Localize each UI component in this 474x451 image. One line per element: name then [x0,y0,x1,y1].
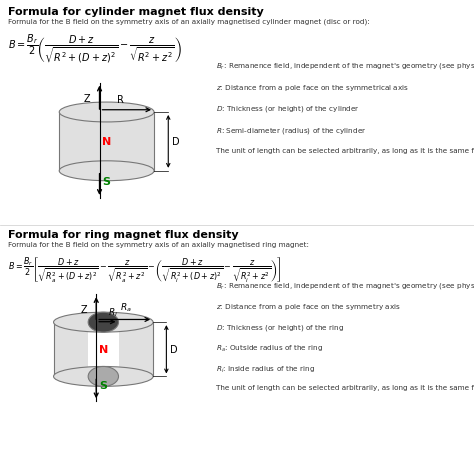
Text: $z$: Distance from a pole face on the symmetry axis: $z$: Distance from a pole face on the sy… [216,301,401,311]
Text: D: D [172,137,180,147]
Text: $B_r$: Remanence field, independent of the magnet's geometry (see physical magne: $B_r$: Remanence field, independent of t… [216,61,474,71]
Ellipse shape [88,367,118,387]
Text: S: S [100,381,107,391]
Text: $R$: Semi-diameter (radius) of the cylinder: $R$: Semi-diameter (radius) of the cylin… [216,126,366,136]
Ellipse shape [59,103,154,123]
Polygon shape [88,322,118,377]
Text: Z: Z [83,94,90,104]
Ellipse shape [59,161,154,181]
Text: $R_a$: Outside radius of the ring: $R_a$: Outside radius of the ring [216,343,323,353]
Text: Z: Z [81,304,88,314]
Text: Formula for ring magnet flux density: Formula for ring magnet flux density [8,229,239,239]
Text: N: N [102,137,111,147]
Text: $z$: Distance from a pole face on the symmetrical axis: $z$: Distance from a pole face on the sy… [216,83,409,92]
Ellipse shape [88,313,118,332]
Text: $B_r$: Remanence field, independent of the magnet's geometry (see physical magne: $B_r$: Remanence field, independent of t… [216,281,474,290]
Text: Formula for the B field on the symmetry axis of an axially magnetised cylinder m: Formula for the B field on the symmetry … [8,19,370,25]
Text: $D$: Thickness (or height) of the cylinder: $D$: Thickness (or height) of the cylind… [216,104,359,114]
Ellipse shape [54,313,153,332]
Text: The unit of length can be selected arbitrarily, as long as it is the same for al: The unit of length can be selected arbit… [216,147,474,153]
Polygon shape [59,113,154,171]
Text: N: N [99,345,108,354]
Ellipse shape [54,367,153,387]
Text: R: R [118,95,124,105]
Text: $R_a$: $R_a$ [120,301,132,313]
Text: $R_i$: $R_i$ [108,305,118,318]
Text: $D$: Thickness (or height) of the ring: $D$: Thickness (or height) of the ring [216,322,344,332]
Polygon shape [54,322,153,377]
Text: $B = \dfrac{B_r}{2}\left[\dfrac{D+z}{\sqrt{R_a^2+(D+z)^2}} - \dfrac{z}{\sqrt{R_a: $B = \dfrac{B_r}{2}\left[\dfrac{D+z}{\sq… [8,255,282,284]
Text: $B = \dfrac{B_r}{2}\left(\dfrac{D+z}{\sqrt{R^2+(D+z)^2}} - \dfrac{z}{\sqrt{R^2+z: $B = \dfrac{B_r}{2}\left(\dfrac{D+z}{\sq… [8,32,182,64]
Text: The unit of length can be selected arbitrarily, as long as it is the same for al: The unit of length can be selected arbit… [216,384,474,390]
Text: D: D [170,345,178,354]
Text: Formula for the B field on the symmetry axis of an axially magnetised ring magne: Formula for the B field on the symmetry … [8,241,309,247]
Text: $R_i$: Inside radius of the ring: $R_i$: Inside radius of the ring [216,364,315,374]
Text: S: S [103,176,110,186]
Text: Formula for cylinder magnet flux density: Formula for cylinder magnet flux density [8,7,264,17]
